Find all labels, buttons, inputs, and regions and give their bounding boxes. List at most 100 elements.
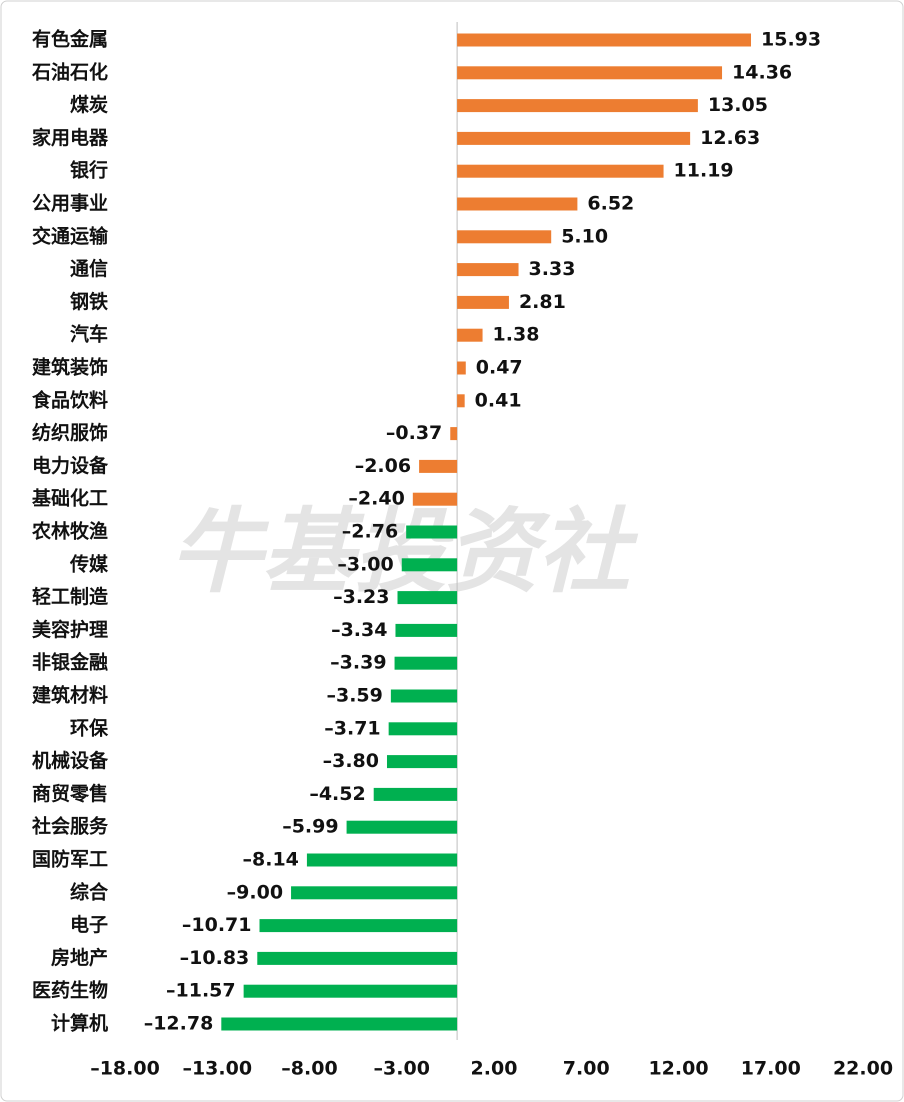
bar <box>388 722 458 736</box>
value-label: –4.52 <box>309 783 365 805</box>
bar <box>397 591 458 605</box>
category-label: 交通运输 <box>32 224 109 247</box>
x-tick-label: 17.00 <box>741 1058 801 1080</box>
category-label: 美容护理 <box>32 618 108 641</box>
category-label: 电子 <box>70 913 108 936</box>
bar <box>257 951 458 965</box>
category-label: 房地产 <box>51 946 108 969</box>
value-label: –8.14 <box>243 849 299 871</box>
category-label: 传媒 <box>69 552 109 575</box>
value-label: –10.71 <box>182 914 252 936</box>
category-label: 轻工制造 <box>32 585 109 608</box>
x-tick-label: –8.00 <box>281 1058 337 1080</box>
category-label: 煤炭 <box>70 94 108 116</box>
category-label: 计算机 <box>51 1012 108 1035</box>
bar <box>457 295 509 309</box>
bar <box>457 197 578 211</box>
category-label: 综合 <box>70 880 109 903</box>
value-label: 5.10 <box>561 225 608 247</box>
x-tick-label: 22.00 <box>833 1058 893 1080</box>
bar <box>457 328 483 342</box>
value-label: –3.23 <box>333 586 389 608</box>
x-tick-label: –3.00 <box>374 1058 430 1080</box>
bar <box>457 66 723 80</box>
bar <box>373 787 458 801</box>
bar <box>450 427 458 441</box>
category-label: 基础化工 <box>31 487 108 510</box>
category-label: 建筑材料 <box>32 684 108 707</box>
bar <box>221 1017 458 1031</box>
x-tick-label: 12.00 <box>648 1058 708 1080</box>
value-label: –3.39 <box>330 652 386 674</box>
category-label: 社会服务 <box>31 815 109 838</box>
bar <box>386 755 458 769</box>
category-label: 汽车 <box>70 323 108 346</box>
value-label: 13.05 <box>708 94 768 116</box>
value-label: –2.40 <box>348 488 404 510</box>
x-tick-label: 2.00 <box>471 1058 518 1080</box>
value-label: –5.99 <box>282 816 338 838</box>
bar <box>419 459 458 473</box>
bar <box>457 33 752 47</box>
value-label: –9.00 <box>227 881 283 903</box>
value-label: –3.00 <box>337 553 393 575</box>
bar <box>291 886 458 900</box>
bar <box>401 558 458 572</box>
value-label: 6.52 <box>587 193 634 215</box>
value-label: 2.81 <box>519 291 566 313</box>
bar <box>406 525 458 539</box>
value-label: –2.06 <box>355 455 411 477</box>
value-label: –10.83 <box>180 947 250 969</box>
value-label: –3.34 <box>331 619 387 641</box>
category-label: 家用电器 <box>32 126 109 149</box>
value-label: 15.93 <box>761 29 821 51</box>
category-label: 石油石化 <box>31 60 108 83</box>
category-label: 机械设备 <box>32 749 109 772</box>
bar <box>457 99 698 113</box>
value-label: –12.78 <box>144 1013 214 1035</box>
bar <box>457 263 519 277</box>
watermark: 牛基投资社 <box>170 498 639 605</box>
value-label: –2.76 <box>342 521 398 543</box>
category-label: 纺织服饰 <box>32 421 108 444</box>
category-label: 银行 <box>70 159 108 182</box>
value-label: –3.80 <box>323 750 379 772</box>
bar <box>346 820 458 834</box>
value-label: –3.71 <box>324 717 380 739</box>
value-label: 12.63 <box>700 127 760 149</box>
category-label: 环保 <box>70 716 109 739</box>
category-label: 钢铁 <box>70 290 108 313</box>
category-label: 农林牧渔 <box>31 520 108 543</box>
x-tick-label: –13.00 <box>182 1058 252 1080</box>
category-label: 商贸零售 <box>32 782 108 805</box>
category-label: 食品饮料 <box>32 388 108 411</box>
value-label: 0.47 <box>476 357 523 379</box>
bar <box>243 984 458 998</box>
bar <box>457 394 465 408</box>
bar <box>394 656 458 670</box>
value-label: 0.41 <box>475 389 522 411</box>
bar <box>457 164 664 178</box>
value-label: 3.33 <box>529 258 576 280</box>
x-tick-label: –18.00 <box>90 1058 160 1080</box>
category-label: 公用事业 <box>32 192 108 215</box>
bar <box>395 623 458 637</box>
bar <box>306 853 458 867</box>
bar <box>457 131 691 145</box>
category-label: 电力设备 <box>32 454 109 477</box>
category-label: 有色金属 <box>32 28 108 51</box>
value-label: 1.38 <box>493 324 540 346</box>
category-label: 通信 <box>70 257 108 280</box>
category-label: 建筑装饰 <box>32 356 108 379</box>
bar <box>457 361 466 375</box>
value-label: 14.36 <box>732 61 792 83</box>
x-tick-label: 7.00 <box>563 1058 610 1080</box>
bar <box>412 492 458 506</box>
category-label: 国防军工 <box>32 848 108 871</box>
value-label: 11.19 <box>674 160 734 182</box>
bar <box>259 919 458 933</box>
value-label: –0.37 <box>386 422 442 444</box>
bar <box>390 689 458 703</box>
